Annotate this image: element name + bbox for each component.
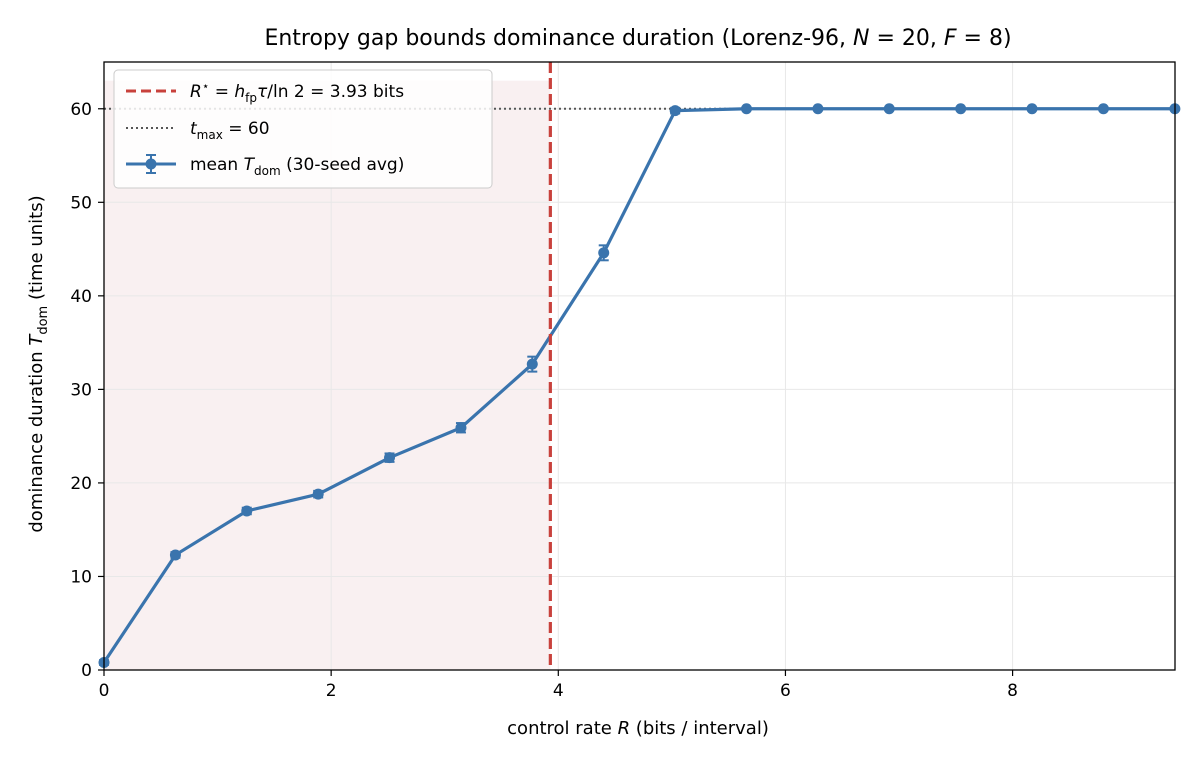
legend-tmax-label: tmax = 60 [190, 119, 270, 142]
data-point [883, 103, 895, 115]
y-tick-label: 60 [70, 100, 92, 120]
x-tick-label: 0 [99, 681, 110, 701]
x-tick-label: 4 [553, 681, 564, 701]
data-point [169, 549, 181, 561]
legend: R⋆ = hfpτ/ln 2 = 3.93 bits tmax = 60 mea… [113, 69, 493, 189]
legend-series-marker [145, 158, 157, 170]
y-tick-label: 10 [70, 567, 92, 587]
legend-threshold-label: R⋆ = hfpτ/ln 2 = 3.93 bits [190, 79, 404, 105]
series-line [102, 107, 1175, 664]
y-tick-label: 40 [70, 287, 92, 307]
data-point [598, 247, 610, 259]
x-axis-label: control rate R (bits / interval) [507, 718, 769, 739]
data-point [312, 488, 324, 500]
y-axis-label: dominance duration Tdom (time units) [26, 195, 51, 532]
data-point [241, 505, 253, 517]
x-tick-label: 6 [780, 681, 791, 701]
y-tick-label: 30 [70, 380, 92, 400]
y-tick-label: 20 [70, 474, 92, 494]
data-point [740, 103, 752, 115]
data-point [1097, 103, 1109, 115]
x-tick-label: 2 [326, 681, 337, 701]
data-point [384, 452, 396, 464]
chart-title: Entropy gap bounds dominance duration (L… [264, 26, 1011, 51]
data-point [526, 358, 538, 370]
legend-series-label: mean Tdom (30-seed avg) [190, 155, 404, 178]
data-point [1026, 103, 1038, 115]
x-tick-label: 8 [1007, 681, 1018, 701]
plot-frame [103, 61, 1176, 671]
legend-box [113, 69, 493, 189]
y-tick-label: 0 [81, 661, 92, 681]
data-point [812, 103, 824, 115]
y-tick-label: 50 [70, 193, 92, 213]
data-point [955, 103, 967, 115]
data-point [669, 105, 681, 117]
data-point [455, 422, 467, 434]
